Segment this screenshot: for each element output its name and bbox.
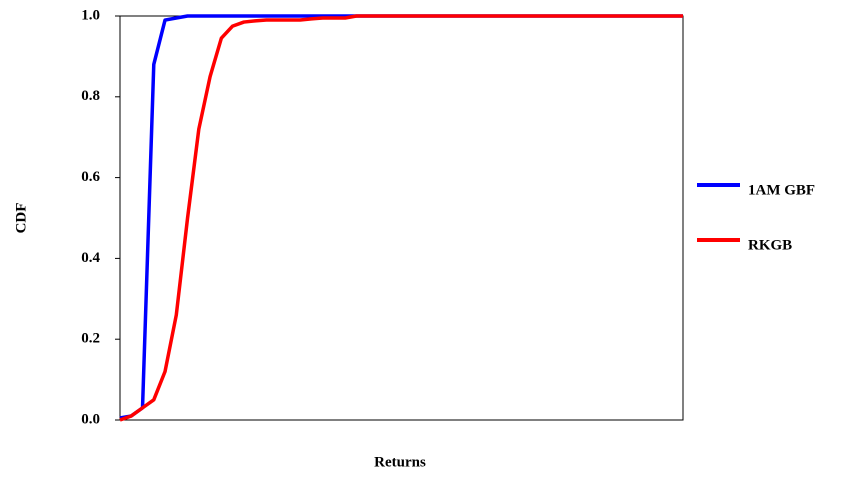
x-axis-label: Returns (374, 454, 426, 470)
y-tick-label: 0.8 (81, 88, 100, 104)
series-line (119, 14, 683, 420)
plot-frame (119, 15, 684, 421)
y-tick-label: 0.2 (81, 331, 100, 347)
y-tick-label: 0.0 (81, 411, 100, 427)
series-line (119, 14, 683, 422)
legend-label: 1AM GBF (748, 182, 815, 198)
y-axis-label: CDF (13, 203, 29, 234)
y-tick-label: 0.6 (81, 169, 100, 185)
legend-label: RKGB (748, 237, 792, 253)
y-tick-label: 0.4 (81, 250, 100, 266)
y-tick-label: 1.0 (81, 7, 100, 23)
